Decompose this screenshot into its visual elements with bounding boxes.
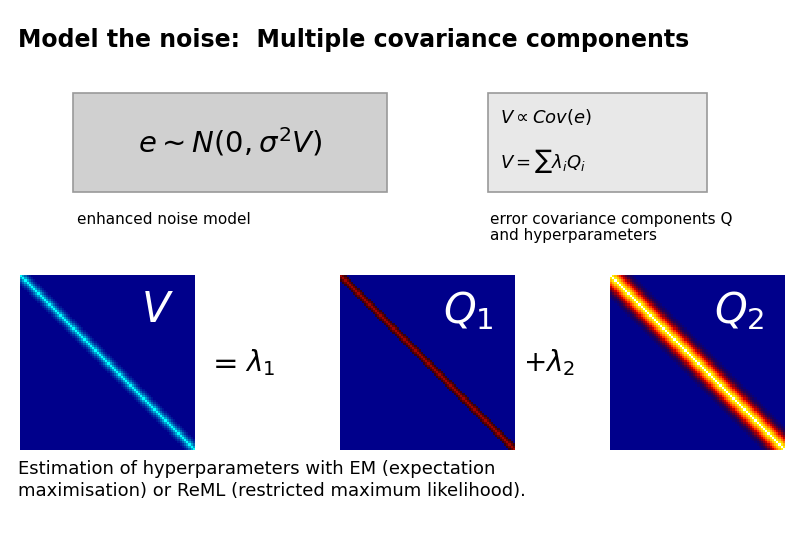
FancyBboxPatch shape bbox=[73, 93, 387, 192]
Text: Model the noise:  Multiple covariance components: Model the noise: Multiple covariance com… bbox=[18, 28, 689, 52]
Text: $=$: $=$ bbox=[207, 348, 237, 377]
Text: $\lambda_1$: $\lambda_1$ bbox=[245, 347, 275, 378]
FancyBboxPatch shape bbox=[488, 93, 707, 192]
Text: $e \sim N(0, \sigma^2 V)$: $e \sim N(0, \sigma^2 V)$ bbox=[138, 126, 322, 159]
Text: and hyperparameters: and hyperparameters bbox=[490, 228, 657, 243]
Text: Estimation of hyperparameters with EM (expectation: Estimation of hyperparameters with EM (e… bbox=[18, 460, 496, 478]
Text: $V = \sum \lambda_i Q_i$: $V = \sum \lambda_i Q_i$ bbox=[500, 147, 586, 175]
Text: error covariance components Q: error covariance components Q bbox=[490, 212, 732, 227]
Text: maximisation) or ReML (restricted maximum likelihood).: maximisation) or ReML (restricted maximu… bbox=[18, 482, 526, 500]
Text: $V$: $V$ bbox=[141, 289, 174, 331]
Text: enhanced noise model: enhanced noise model bbox=[77, 212, 251, 227]
Text: $Q_2$: $Q_2$ bbox=[714, 289, 764, 332]
Text: $+\lambda_2$: $+\lambda_2$ bbox=[523, 347, 575, 378]
Text: $V \propto Cov(e)$: $V \propto Cov(e)$ bbox=[500, 107, 592, 127]
Text: $Q_1$: $Q_1$ bbox=[443, 289, 494, 332]
